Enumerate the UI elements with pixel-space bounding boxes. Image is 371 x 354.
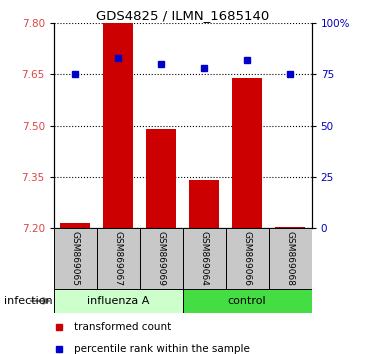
Bar [146,129,176,228]
Bar [183,228,226,289]
Bar [226,228,269,289]
Text: GSM869066: GSM869066 [243,231,252,286]
Text: transformed count: transformed count [75,322,172,332]
Bar [60,223,90,228]
Text: infection: infection [4,296,52,306]
Text: GSM869064: GSM869064 [200,231,209,286]
Text: GSM869069: GSM869069 [157,231,166,286]
Text: percentile rank within the sample: percentile rank within the sample [75,344,250,354]
Text: control: control [228,296,266,306]
Bar [183,289,312,313]
Title: GDS4825 / ILMN_1685140: GDS4825 / ILMN_1685140 [96,9,269,22]
Text: influenza A: influenza A [87,296,150,306]
Bar [54,289,183,313]
Bar [140,228,183,289]
Bar [269,228,312,289]
Text: GSM869067: GSM869067 [114,231,123,286]
Bar [97,228,140,289]
Bar [103,23,133,228]
Bar [189,181,219,228]
Text: GSM869065: GSM869065 [71,231,80,286]
Bar [54,228,97,289]
Text: GSM869068: GSM869068 [286,231,295,286]
Bar [232,78,262,228]
Bar [275,227,305,228]
